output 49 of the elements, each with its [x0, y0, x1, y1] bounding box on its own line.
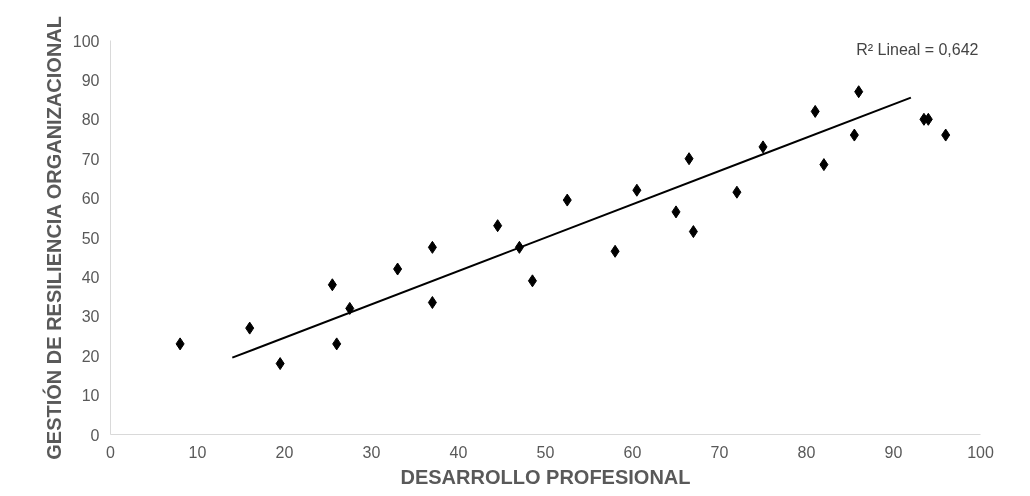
y-axis-title: GESTIÓN DE RESILIENCIA ORGANIZACIONAL	[41, 16, 65, 460]
point	[732, 185, 742, 199]
x-tick-label: 20	[275, 443, 294, 461]
point	[327, 278, 337, 292]
y-tick-label: 30	[81, 308, 100, 326]
y-tick-label: 50	[81, 229, 100, 247]
point	[810, 104, 820, 118]
point	[671, 205, 681, 219]
x-tick-label: 50	[536, 443, 555, 461]
y-tick-label: 90	[81, 71, 100, 89]
y-tick-label: 100	[72, 32, 100, 50]
x-tick-label: 40	[449, 443, 468, 461]
point	[427, 296, 437, 310]
point	[610, 244, 620, 258]
y-tick-label: 0	[90, 426, 100, 444]
y-tick-label: 10	[81, 387, 100, 405]
x-tick-label: 100	[967, 443, 994, 461]
x-tick-label: 80	[797, 443, 816, 461]
y-tick-label: 70	[81, 150, 100, 168]
point	[688, 225, 698, 239]
point	[684, 152, 694, 166]
point	[393, 262, 403, 276]
x-tick-label: 60	[623, 443, 642, 461]
point	[345, 301, 355, 315]
point	[562, 193, 572, 207]
x-axis-title: DESARROLLO PROFESIONAL	[400, 465, 691, 488]
point	[245, 321, 255, 335]
x-tick-label: 30	[362, 443, 381, 461]
x-tick-label: 70	[710, 443, 729, 461]
point	[849, 128, 859, 142]
x-tick-label: 10	[188, 443, 207, 461]
point	[758, 140, 768, 154]
y-tick-label: 20	[81, 347, 100, 365]
point	[493, 219, 503, 233]
y-tick-label: 60	[81, 190, 100, 208]
point	[332, 337, 342, 351]
point	[819, 158, 829, 172]
y-tick-label: 40	[81, 268, 100, 286]
annotation: R² Lineal = 0,642	[856, 40, 979, 58]
x-tick-label: 0	[106, 443, 116, 461]
y-tick-label: 80	[81, 111, 100, 129]
point	[632, 183, 642, 197]
point	[175, 337, 185, 351]
point	[427, 240, 437, 254]
x-tick-label: 90	[884, 443, 903, 461]
point	[854, 85, 864, 99]
point	[527, 274, 537, 288]
point	[275, 357, 285, 371]
point	[941, 128, 951, 142]
